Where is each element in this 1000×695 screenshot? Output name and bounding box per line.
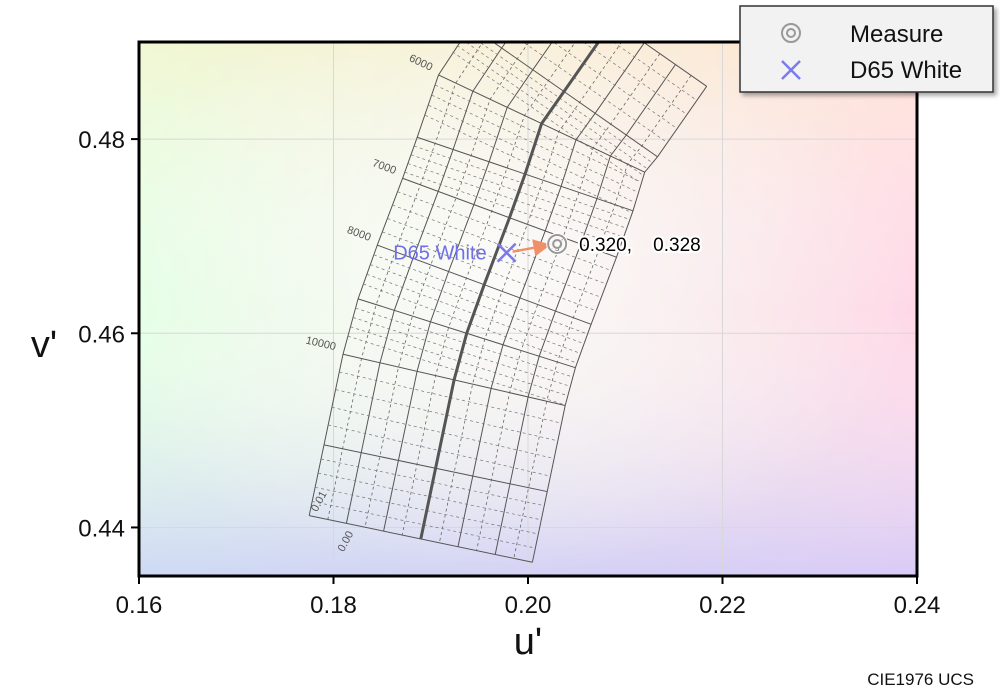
chart-caption: CIE1976 UCS [867, 670, 974, 689]
data-points: D65 White 0.320, 0.328 [393, 232, 703, 265]
duv-line [383, 42, 553, 532]
measure-readout-y: 0.328 [653, 235, 701, 256]
y-tick-label: 0.44 [78, 515, 125, 542]
x-axis-ticks: 0.16 0.18 0.20 0.22 0.24 [116, 576, 941, 619]
duv-fine-line [364, 42, 530, 528]
duv-fine-line [401, 42, 576, 536]
planckian-locus-line [419, 42, 601, 540]
duv-fine-line [513, 75, 692, 559]
x-tick-label: 0.16 [116, 592, 163, 619]
d65-x-stroke [496, 242, 517, 263]
measure-readout-x: 0.320, [579, 235, 632, 256]
x-tick-label: 0.18 [310, 592, 357, 619]
y-axis-label: v' [31, 324, 57, 366]
duv-line [345, 42, 507, 524]
x-tick-label: 0.24 [894, 592, 941, 619]
isotherm-fine-line [318, 472, 542, 521]
d65-white-marker [496, 242, 517, 263]
isotherm-fine-line [452, 51, 640, 183]
d65-point-label: D65 White [393, 243, 486, 265]
duv-line [494, 64, 676, 555]
y-tick-label: 0.46 [78, 321, 125, 348]
measure-inner-ring [552, 238, 563, 249]
legend-measure-label: Measure [850, 21, 943, 48]
d65-to-measure-arrow [512, 239, 551, 257]
duv-fine-line [439, 42, 623, 543]
x-tick-label: 0.20 [505, 592, 552, 619]
x-tick-label: 0.22 [699, 592, 746, 619]
legend-entries: Measure D65 White [781, 21, 962, 84]
planckian-locus-grid [308, 42, 708, 563]
legend-measure-marker [781, 23, 801, 43]
duv-line [308, 42, 461, 516]
y-axis-ticks: 0.44 0.46 0.48 [78, 127, 139, 542]
duv-fine-line [327, 42, 484, 520]
measure-outer-ring [547, 233, 568, 254]
gridlines [139, 42, 917, 576]
legend-d65-label: D65 White [850, 57, 962, 84]
duv-line [531, 86, 708, 563]
legend-d65-marker [781, 60, 801, 80]
y-tick-label: 0.48 [78, 127, 125, 154]
isotherm-line [642, 42, 707, 87]
measure-marker [546, 232, 569, 255]
x-axis-label: u' [514, 621, 542, 663]
duv-line [457, 42, 645, 547]
isotherm-line [309, 515, 533, 563]
